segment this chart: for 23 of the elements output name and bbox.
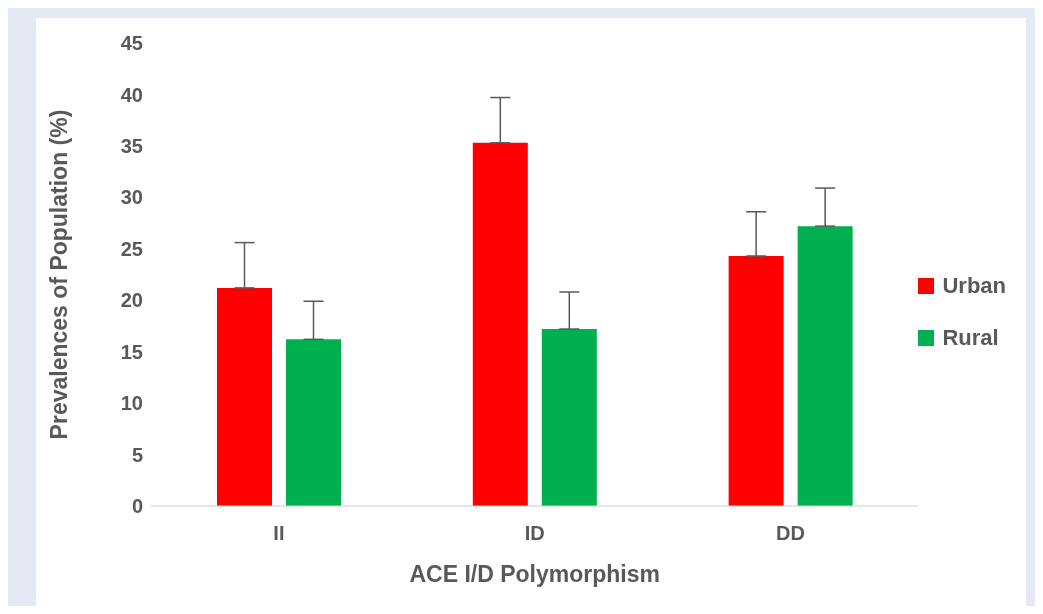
bar xyxy=(472,142,528,506)
bar xyxy=(217,287,272,506)
bar xyxy=(286,339,341,506)
y-axis-title: Prevalences of Population (%) xyxy=(46,109,73,440)
x-tick-label: II xyxy=(273,522,285,545)
y-tick-label: 15 xyxy=(120,340,143,363)
legend-label: Rural xyxy=(942,325,999,351)
y-tick-label: 5 xyxy=(131,443,143,466)
y-tick-label: 35 xyxy=(120,134,143,157)
bar xyxy=(797,226,853,506)
y-tick-label: 20 xyxy=(120,289,143,312)
y-tick-label: 10 xyxy=(120,392,143,415)
y-tick-label: 30 xyxy=(120,186,143,209)
x-tick-label: DD xyxy=(776,522,805,545)
bar xyxy=(541,329,597,506)
legend-label: Urban xyxy=(942,273,1006,299)
y-tick-label: 0 xyxy=(131,495,143,518)
x-axis-title: ACE I/D Polymorphism xyxy=(409,561,660,587)
y-tick-label: 40 xyxy=(120,83,143,106)
y-tick-label: 25 xyxy=(120,237,143,260)
y-tick-label: 45 xyxy=(120,32,143,55)
bar xyxy=(728,255,784,506)
x-tick-label: ID xyxy=(524,522,545,545)
